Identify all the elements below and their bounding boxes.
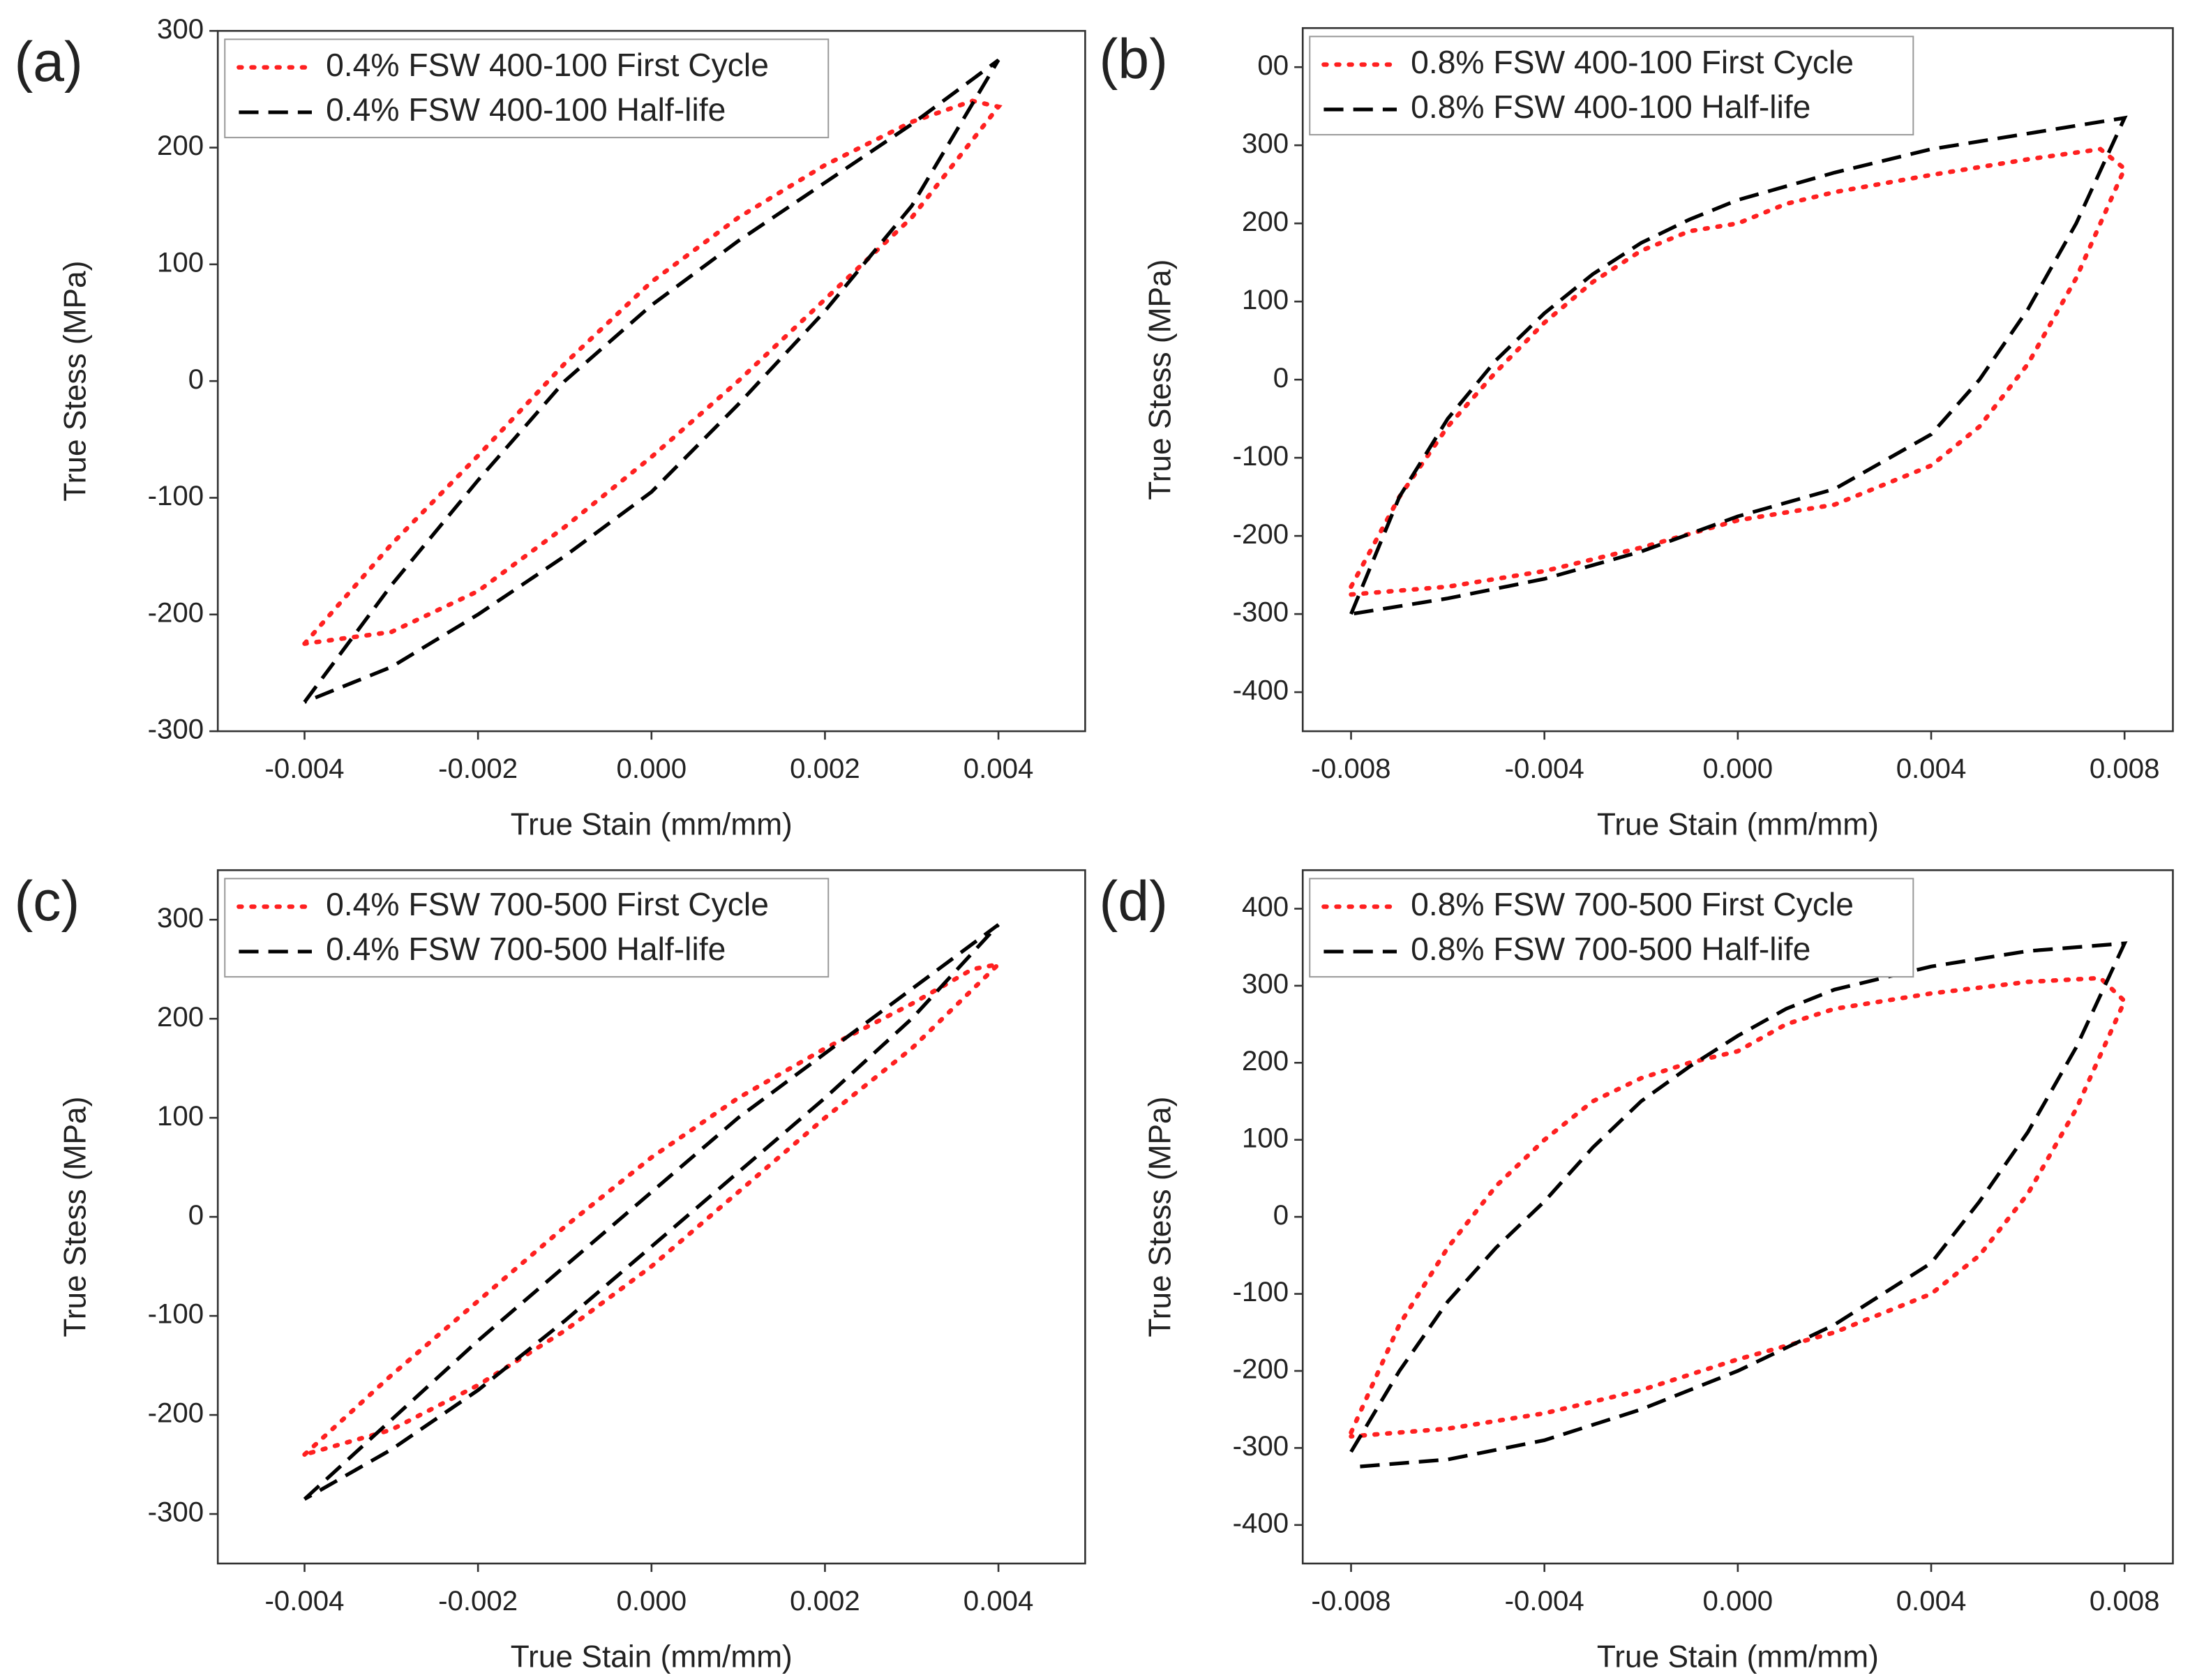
y-axis-label: True Stess (MPa) — [1143, 260, 1178, 500]
x-tick-label: 0.008 — [2090, 1585, 2160, 1617]
legend-label: 0.4% FSW 400-100 Half-life — [326, 91, 726, 128]
y-tick-label: 300 — [1242, 128, 1289, 159]
y-tick-label: 200 — [157, 130, 204, 161]
x-tick-label: 0.000 — [616, 753, 687, 784]
y-tick-label: 300 — [157, 902, 204, 933]
y-tick-label: 200 — [1242, 206, 1289, 237]
y-tick-label: -300 — [1233, 1430, 1289, 1462]
legend-box — [1309, 878, 1914, 978]
y-tick-label: -200 — [1233, 518, 1289, 550]
y-tick-label: 0 — [1273, 1199, 1289, 1231]
panel-label: (d) — [1100, 870, 1168, 933]
y-tick-label: -400 — [1233, 1507, 1289, 1538]
y-tick-label: -200 — [148, 1397, 204, 1429]
panel-label: (b) — [1100, 28, 1168, 91]
panel: (d) -400 -300 -200 -100 0 100 200 300 400 -0.008 -0… — [1100, 869, 2174, 1674]
y-tick-label: 00 — [1257, 50, 1289, 81]
series-line — [1349, 975, 2128, 1439]
x-tick-label: -0.002 — [438, 1585, 518, 1617]
y-tick-label: -300 — [148, 1497, 204, 1528]
x-axis-label: True Stain (mm/mm) — [511, 808, 793, 842]
series-line — [1349, 941, 2128, 1469]
x-tick-label: -0.004 — [264, 1585, 344, 1617]
y-tick-label: -300 — [148, 714, 204, 745]
legend-label: 0.4% FSW 400-100 First Cycle — [326, 47, 769, 83]
x-tick-label: -0.004 — [1505, 1585, 1584, 1617]
x-tick-label: -0.002 — [438, 753, 518, 784]
legend-box — [224, 878, 830, 978]
panel-label: (a) — [14, 31, 82, 93]
y-tick-label: -100 — [1233, 1276, 1289, 1307]
x-tick-label: 0.004 — [1896, 1585, 1967, 1617]
panel: (a) -300 -200 -100 0 100 200 300 -0.004 -0.002 0.0… — [14, 13, 1086, 842]
y-tick-label: 0 — [188, 1199, 204, 1231]
panel: (b) -400 -300 -200 -100 0 100 200 300 00 -0.008 -0.… — [1100, 27, 2174, 842]
legend-label: 0.8% FSW 400-100 Half-life — [1411, 89, 1810, 125]
y-tick-label: -100 — [148, 1298, 204, 1330]
series-line — [303, 58, 1000, 704]
x-tick-label: 0.002 — [790, 753, 860, 784]
x-tick-label: 0.000 — [616, 1585, 687, 1617]
series-line — [302, 98, 1003, 646]
panel-label: (c) — [14, 870, 80, 933]
x-tick-label: -0.004 — [264, 753, 344, 784]
x-axis-label: True Stain (mm/mm) — [1597, 808, 1879, 842]
y-axis-label: True Stess (MPa) — [1143, 1097, 1178, 1337]
y-tick-label: -100 — [148, 480, 204, 511]
x-tick-label: 0.000 — [1703, 753, 1773, 784]
y-axis-label: True Stess (MPa) — [59, 261, 93, 502]
legend-label: 0.4% FSW 700-500 Half-life — [326, 931, 726, 967]
y-tick-label: 100 — [157, 1100, 204, 1132]
y-tick-label: 300 — [157, 13, 204, 45]
series-line — [303, 923, 1000, 1501]
y-tick-label: 300 — [1242, 968, 1289, 1000]
x-tick-label: 0.004 — [963, 753, 1034, 784]
legend-label: 0.4% FSW 700-500 First Cycle — [326, 886, 769, 922]
x-axis-label: True Stain (mm/mm) — [1597, 1640, 1879, 1674]
x-tick-label: 0.004 — [1896, 753, 1967, 784]
y-tick-label: -300 — [1233, 597, 1289, 628]
y-tick-label: -100 — [1233, 440, 1289, 472]
x-axis-label: True Stain (mm/mm) — [511, 1640, 793, 1674]
panel: (c) -300 -200 -100 0 100 200 300 -0.004 -0.002 0.0… — [14, 869, 1086, 1674]
y-tick-label: 100 — [1242, 284, 1289, 315]
y-tick-label: 200 — [157, 1001, 204, 1033]
legend-label: 0.8% FSW 700-500 Half-life — [1411, 931, 1810, 967]
y-tick-label: -200 — [148, 597, 204, 628]
y-tick-label: -400 — [1233, 675, 1289, 706]
y-tick-label: 400 — [1242, 891, 1289, 922]
x-tick-label: -0.004 — [1505, 753, 1584, 784]
y-tick-label: 200 — [1242, 1045, 1289, 1077]
y-tick-label: 100 — [157, 246, 204, 278]
series-line — [1349, 115, 2128, 616]
legend-label: 0.8% FSW 400-100 First Cycle — [1411, 44, 1854, 80]
legend-label: 0.8% FSW 700-500 First Cycle — [1411, 886, 1854, 922]
x-tick-label: 0.002 — [790, 1585, 860, 1617]
x-tick-label: -0.008 — [1311, 753, 1390, 784]
y-tick-label: 0 — [188, 363, 204, 395]
y-tick-label: -200 — [1233, 1353, 1289, 1385]
y-axis-label: True Stess (MPa) — [59, 1097, 93, 1337]
legend-box — [1309, 36, 1914, 136]
x-tick-label: 0.000 — [1703, 1585, 1773, 1617]
y-tick-label: 0 — [1273, 362, 1289, 393]
x-tick-label: -0.008 — [1311, 1585, 1390, 1617]
legend-box — [224, 38, 830, 139]
series-line — [1349, 147, 2128, 597]
y-tick-label: 100 — [1242, 1122, 1289, 1153]
x-tick-label: 0.004 — [963, 1585, 1034, 1617]
x-tick-label: 0.008 — [2090, 753, 2160, 784]
series-line — [302, 960, 1006, 1457]
